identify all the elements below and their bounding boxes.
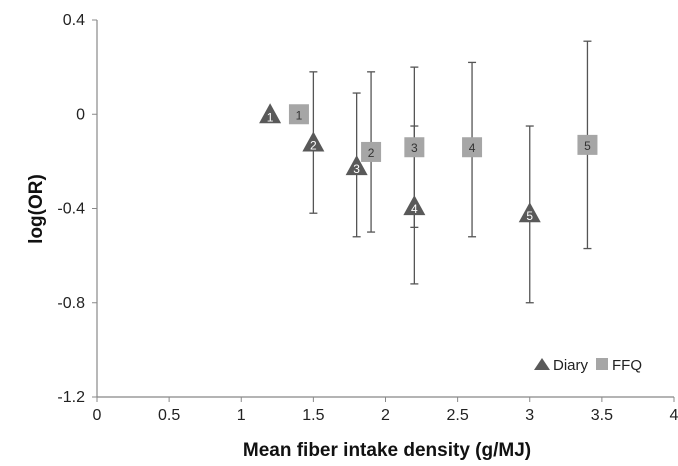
ffq-point-5: [577, 134, 598, 155]
y-tick-label: 0: [76, 106, 85, 123]
x-tick-label: 0: [93, 407, 102, 424]
ffq-point-3: [404, 137, 425, 158]
diary-point-3: [345, 155, 368, 176]
ffq-point-2: [361, 141, 382, 162]
ffq-point-label-4: 4: [469, 141, 476, 155]
diary-point-label-3: 3: [353, 162, 360, 176]
legend-ffq-marker: [596, 358, 608, 370]
diary-point-label-5: 5: [526, 209, 533, 223]
diary-point-1: [259, 103, 282, 124]
ffq-point-label-5: 5: [584, 139, 591, 153]
x-tick-label: 2: [381, 407, 390, 424]
legend: Diary FFQ: [534, 357, 642, 374]
y-axis-title: log(OR): [26, 174, 47, 244]
y-tick-label: -0.4: [57, 201, 85, 218]
ffq-point-label-3: 3: [411, 141, 418, 155]
tick-labels: 0 0.5 1 1.5 2 2.5 3 3.5 4 0.4 0 -0.4 -0.8 -1.2: [57, 12, 678, 424]
diary-point-label-4: 4: [411, 202, 418, 216]
x-tick-label: 4: [670, 407, 678, 424]
axes: [92, 19, 675, 402]
x-tick-label: 0.5: [158, 407, 180, 424]
x-tick-label: 2.5: [447, 407, 469, 424]
legend-diary-label: Diary: [553, 357, 589, 374]
legend-ffq-label: FFQ: [612, 357, 642, 374]
x-axis-title: Mean fiber intake density (g/MJ): [243, 440, 531, 461]
x-tick-label: 3: [525, 407, 534, 424]
x-tick-label: 3.5: [591, 407, 613, 424]
y-tick-label: -0.8: [57, 295, 85, 312]
diary-point-label-2: 2: [310, 139, 317, 153]
ffq-point-1: [288, 104, 309, 125]
ffq-point-4: [462, 137, 483, 158]
diary-point-label-1: 1: [267, 110, 274, 124]
legend-diary-marker: [534, 358, 550, 370]
ffq-point-label-1: 1: [296, 108, 303, 122]
y-tick-label: -1.2: [57, 389, 85, 406]
y-tick-label: 0.4: [63, 12, 85, 29]
diary-point-2: [302, 131, 325, 152]
diary-point-4: [403, 195, 426, 216]
x-tick-label: 1: [237, 407, 246, 424]
x-tick-label: 1.5: [302, 407, 324, 424]
ffq-point-label-2: 2: [368, 146, 375, 160]
diary-point-5: [518, 202, 541, 223]
